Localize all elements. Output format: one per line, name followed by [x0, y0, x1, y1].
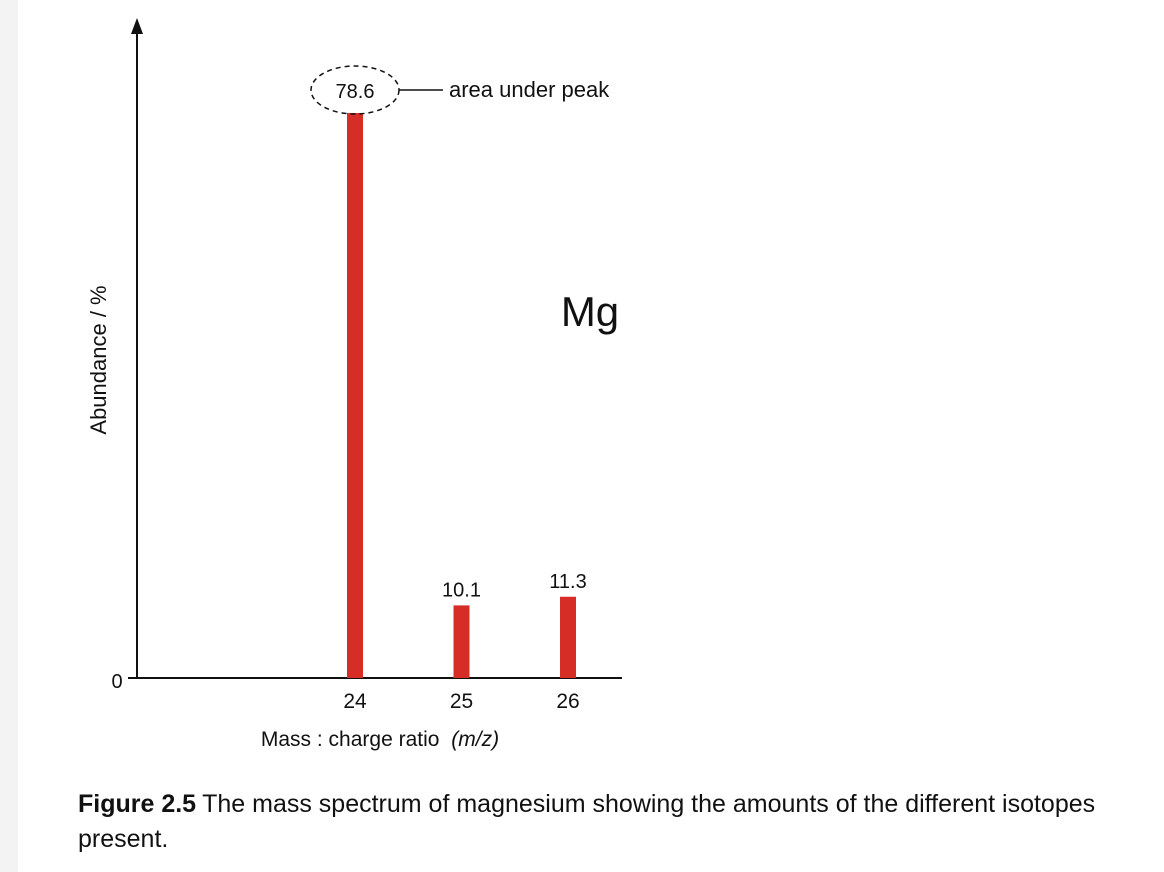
data-label-25: 10.1 [442, 579, 481, 601]
bar-24 [347, 113, 363, 678]
figure-label: Figure 2.5 [78, 790, 197, 818]
mass-spectrum-chart: 0 Abundance / % Mass : charge ratio (m/z… [86, 18, 622, 751]
annotation-text: area under peak [449, 77, 610, 102]
bars-group [347, 113, 576, 678]
data-label-26: 11.3 [549, 571, 586, 593]
element-label: Mg [561, 288, 619, 335]
x-tick-25: 25 [450, 690, 473, 713]
y-tick-zero: 0 [111, 671, 122, 693]
x-axis-label-text: Mass : charge ratio [261, 728, 440, 751]
y-axis-label: Abundance / % [86, 285, 111, 434]
x-axis-label: Mass : charge ratio (m/z) [261, 728, 499, 751]
x-tick-labels: 24 25 26 [343, 690, 579, 713]
bar-25 [453, 605, 470, 678]
data-labels: 78.6 10.1 11.3 [336, 81, 587, 601]
bar-26 [560, 596, 576, 678]
y-axis-arrow [131, 18, 143, 34]
x-tick-24: 24 [343, 690, 367, 713]
x-axis-label-var: (m/z) [451, 728, 499, 751]
data-label-24: 78.6 [336, 81, 375, 103]
figure-caption-text: The mass spectrum of magnesium showing t… [78, 790, 1096, 853]
page-edge-strip [0, 0, 18, 872]
x-tick-26: 26 [556, 690, 579, 713]
figure-caption: Figure 2.5 The mass spectrum of magnesium… [78, 787, 1138, 857]
